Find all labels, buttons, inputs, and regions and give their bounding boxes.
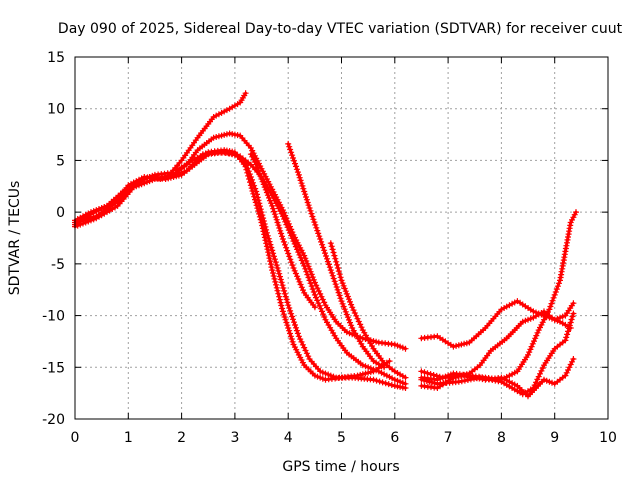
series-track-h	[327, 240, 409, 381]
series-point-markers	[72, 149, 409, 387]
series-track-e	[173, 147, 393, 383]
ticks-layer: 0 1 2 3 4 5 6 7 8 9 10 -20 -15 -10 -5 0 5 10 15	[42, 50, 617, 446]
series-line	[73, 150, 407, 386]
series-track-j	[418, 209, 579, 383]
y-tick-label: 5	[56, 153, 65, 169]
series-point-markers	[247, 151, 318, 311]
series-point-markers	[418, 356, 577, 400]
x-tick-label: 0	[71, 430, 80, 446]
grid-layer	[75, 57, 608, 419]
series-line	[174, 148, 391, 382]
x-tick-label: 3	[230, 430, 239, 446]
y-tick-label: -20	[42, 412, 65, 428]
series-line	[73, 91, 248, 222]
series-track-c	[72, 149, 409, 387]
y-axis-label: SDTVAR / TECUs	[7, 181, 23, 296]
series-track-b	[72, 90, 249, 224]
x-tick-label: 6	[390, 430, 399, 446]
series-point-markers	[173, 147, 393, 383]
series-point-markers	[327, 240, 409, 381]
x-tick-label: 7	[444, 430, 453, 446]
series-track-g	[285, 140, 388, 371]
y-tick-label: -5	[51, 257, 65, 273]
x-tick-label: 10	[599, 430, 617, 446]
y-tick-label: 0	[56, 205, 65, 221]
x-tick-label: 2	[177, 430, 186, 446]
series-line	[419, 210, 578, 382]
x-tick-label: 1	[124, 430, 133, 446]
series-point-markers	[285, 140, 388, 371]
series-track-f	[247, 151, 318, 311]
series-point-markers	[72, 149, 409, 391]
y-tick-label: 15	[47, 50, 65, 66]
x-tick-label: 9	[550, 430, 559, 446]
series-track-l	[418, 310, 577, 398]
y-tick-label: -10	[42, 309, 65, 325]
chart-title: Day 090 of 2025, Sidereal Day-to-day VTE…	[58, 21, 623, 37]
x-tick-label: 4	[284, 430, 293, 446]
y-tick-label: 10	[47, 102, 65, 118]
series-point-markers	[72, 90, 249, 224]
series-layer	[72, 90, 579, 400]
x-tick-label: 8	[497, 430, 506, 446]
x-axis-label: GPS time / hours	[282, 459, 399, 475]
series-point-markers	[418, 209, 579, 383]
series-track-m	[418, 356, 577, 400]
x-tick-label: 5	[337, 430, 346, 446]
y-tick-label: -15	[42, 360, 65, 376]
series-line	[329, 241, 407, 380]
series-track-d	[72, 149, 409, 391]
